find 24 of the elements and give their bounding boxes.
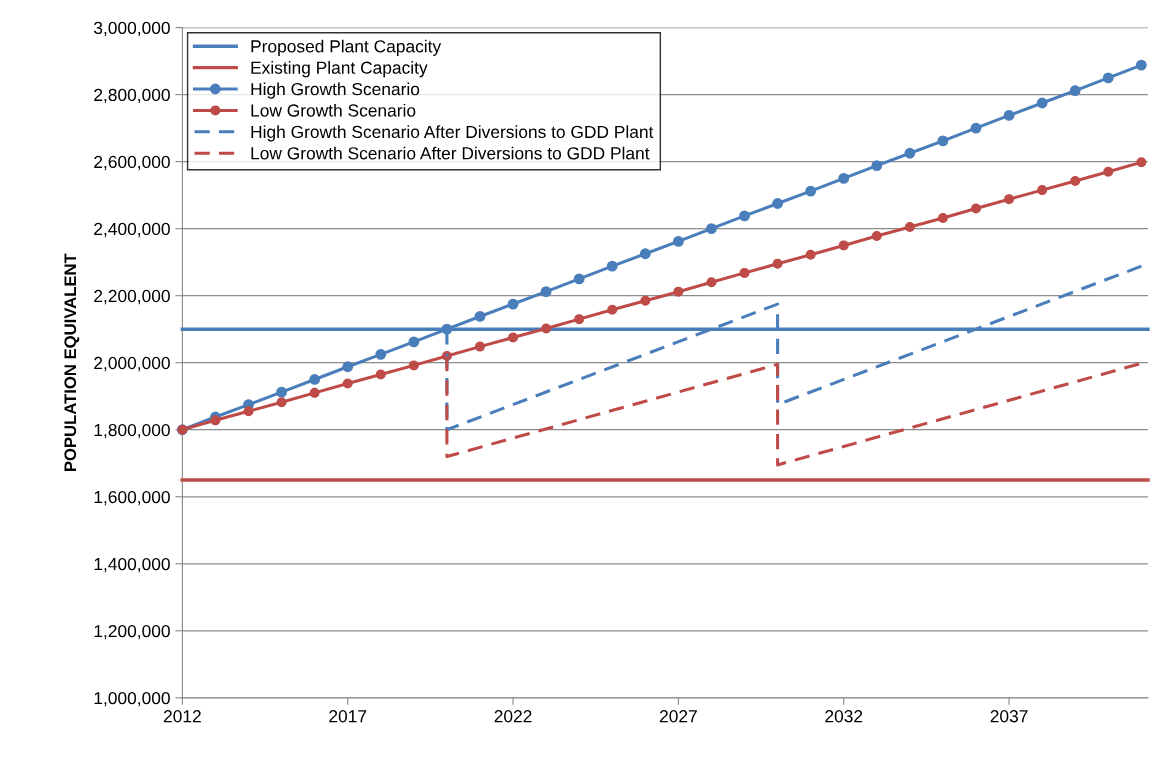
legend-label: High Growth Scenario After Diversions to GDD Plant: [251, 125, 654, 142]
y-tick-label: 2,800,000: [94, 88, 170, 104]
y-tick-label: 3,000,000: [93, 21, 170, 37]
x-tick-label: 2012: [163, 710, 201, 723]
legend-label: Low Growth Scenario: [251, 103, 416, 117]
y-tick-label: 1,600,000: [94, 490, 170, 506]
y-tick-label: 2,200,000: [94, 289, 170, 305]
legend-label: Low Growth Scenario After Diversions to GDD Plant: [251, 146, 650, 160]
y-tick-label: 2,400,000: [94, 222, 170, 238]
y-tick-label: 2,600,000: [94, 155, 170, 171]
y-axis-title: POPULATION EQUIVALENT: [64, 253, 80, 472]
y-tick-label: 2,000,000: [94, 356, 170, 372]
y-tick-label: 1,800,000: [94, 423, 170, 439]
x-tick-label: 2022: [494, 710, 532, 723]
y-tick-label: 1,400,000: [94, 557, 170, 573]
x-tick-label: 2027: [659, 710, 697, 723]
y-tick-label: 1,000,000: [94, 691, 170, 707]
legend-label: Existing Plant Capacity: [251, 61, 428, 78]
legend-label: High Growth Scenario: [251, 82, 420, 99]
x-tick-label: 2032: [825, 710, 863, 723]
legend-label: Proposed Plant Capacity: [251, 39, 442, 56]
x-tick-label: 2037: [990, 710, 1028, 723]
y-tick-label: 1,200,000: [94, 624, 170, 640]
x-tick-label: 2017: [329, 710, 367, 723]
